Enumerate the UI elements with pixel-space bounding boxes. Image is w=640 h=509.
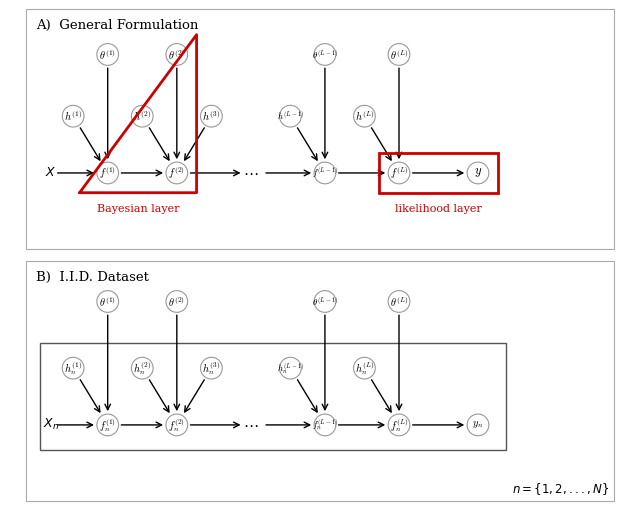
Text: $y$: $y$ xyxy=(474,166,482,180)
Circle shape xyxy=(314,44,336,65)
Text: $\theta^{(L)}$: $\theta^{(L)}$ xyxy=(390,47,408,62)
FancyBboxPatch shape xyxy=(26,9,614,249)
Text: $\theta^{(L-1)}$: $\theta^{(L-1)}$ xyxy=(312,295,338,308)
Text: $\theta^{(L)}$: $\theta^{(L)}$ xyxy=(390,294,408,308)
Text: $h_n^{(1)}$: $h_n^{(1)}$ xyxy=(64,359,82,377)
Text: $h^{(1)}$: $h^{(1)}$ xyxy=(64,109,82,123)
Text: $\theta^{(L-1)}$: $\theta^{(L-1)}$ xyxy=(312,48,338,61)
Circle shape xyxy=(280,105,301,127)
Text: $X$: $X$ xyxy=(45,166,56,180)
Text: $f^{(L)}$: $f^{(L)}$ xyxy=(390,165,408,181)
Text: $f_n^{(2)}$: $f_n^{(2)}$ xyxy=(168,416,186,434)
Circle shape xyxy=(280,357,301,379)
Text: $\theta^{(1)}$: $\theta^{(1)}$ xyxy=(99,47,116,62)
Text: $\cdots$: $\cdots$ xyxy=(243,418,259,432)
Circle shape xyxy=(353,357,375,379)
Circle shape xyxy=(166,162,188,184)
Text: $f_n^{(L-1)}$: $f_n^{(L-1)}$ xyxy=(312,417,338,432)
Circle shape xyxy=(388,414,410,436)
Text: $h_n^{(3)}$: $h_n^{(3)}$ xyxy=(202,359,220,377)
Circle shape xyxy=(97,291,118,313)
Circle shape xyxy=(388,44,410,65)
Text: $f^{(2)}$: $f^{(2)}$ xyxy=(168,165,186,181)
Circle shape xyxy=(314,162,336,184)
Text: $h_n^{(2)}$: $h_n^{(2)}$ xyxy=(133,359,151,377)
Text: B)  I.I.D. Dataset: B) I.I.D. Dataset xyxy=(36,271,149,284)
Circle shape xyxy=(467,414,489,436)
Circle shape xyxy=(200,105,222,127)
Text: Bayesian layer: Bayesian layer xyxy=(97,204,179,214)
Circle shape xyxy=(353,105,375,127)
Text: $X_n$: $X_n$ xyxy=(43,417,59,433)
Text: A)  General Formulation: A) General Formulation xyxy=(36,19,198,32)
Circle shape xyxy=(166,291,188,313)
Text: $h^{(2)}$: $h^{(2)}$ xyxy=(133,109,151,123)
Text: likelihood layer: likelihood layer xyxy=(395,204,482,214)
Text: $\theta^{(2)}$: $\theta^{(2)}$ xyxy=(168,47,185,62)
Text: $y_n$: $y_n$ xyxy=(472,419,484,431)
Circle shape xyxy=(131,105,153,127)
Circle shape xyxy=(131,357,153,379)
Text: $h^{(L-1)}$: $h^{(L-1)}$ xyxy=(276,110,304,123)
Text: $h^{(3)}$: $h^{(3)}$ xyxy=(202,109,220,123)
Text: $\theta^{(2)}$: $\theta^{(2)}$ xyxy=(168,294,185,308)
Circle shape xyxy=(166,44,188,65)
Text: $h_n^{(L)}$: $h_n^{(L)}$ xyxy=(355,359,374,377)
Text: $\theta^{(1)}$: $\theta^{(1)}$ xyxy=(99,294,116,308)
Circle shape xyxy=(97,414,118,436)
Text: $\cdots$: $\cdots$ xyxy=(243,166,259,180)
Circle shape xyxy=(388,162,410,184)
Text: $f^{(1)}$: $f^{(1)}$ xyxy=(99,165,116,181)
Circle shape xyxy=(97,44,118,65)
Text: $f^{(L-1)}$: $f^{(L-1)}$ xyxy=(312,166,338,180)
Circle shape xyxy=(200,357,222,379)
FancyBboxPatch shape xyxy=(26,261,614,501)
Text: $n = \{1, 2, ..., N\}$: $n = \{1, 2, ..., N\}$ xyxy=(511,481,609,497)
Text: $f_n^{(1)}$: $f_n^{(1)}$ xyxy=(99,416,116,434)
Circle shape xyxy=(388,291,410,313)
Text: $h_n^{(L-1)}$: $h_n^{(L-1)}$ xyxy=(276,361,304,376)
Circle shape xyxy=(314,414,336,436)
Text: $f_n^{(L)}$: $f_n^{(L)}$ xyxy=(390,416,408,434)
Text: $h^{(L)}$: $h^{(L)}$ xyxy=(355,109,374,123)
Circle shape xyxy=(97,162,118,184)
Circle shape xyxy=(62,105,84,127)
Circle shape xyxy=(467,162,489,184)
FancyBboxPatch shape xyxy=(40,344,506,449)
Circle shape xyxy=(62,357,84,379)
Circle shape xyxy=(314,291,336,313)
Circle shape xyxy=(166,414,188,436)
